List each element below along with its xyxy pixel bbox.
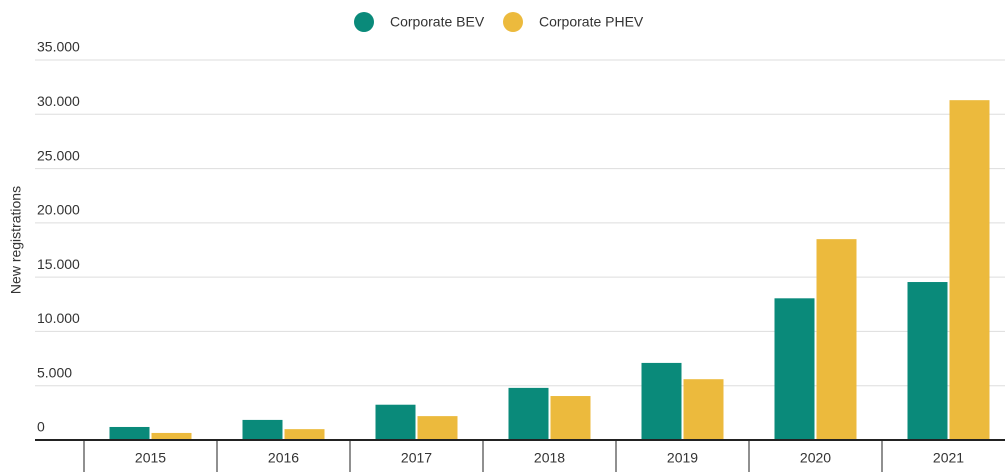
y-tick-label: 10.000: [37, 310, 80, 326]
x-tick-label: 2021: [933, 450, 964, 466]
bar: [907, 282, 948, 440]
bar: [774, 298, 815, 440]
legend-label: Corporate BEV: [390, 14, 485, 30]
y-tick-label: 20.000: [37, 202, 80, 218]
y-tick-label: 25.000: [37, 147, 80, 163]
bar: [375, 404, 416, 440]
bar: [949, 100, 990, 441]
legend-swatch: [354, 12, 374, 32]
bar: [641, 362, 682, 440]
y-tick-label: 0: [37, 419, 45, 435]
legend-label: Corporate PHEV: [539, 14, 644, 30]
y-tick-label: 35.000: [37, 39, 80, 55]
y-tick-label: 30.000: [37, 93, 80, 109]
bar: [816, 239, 857, 440]
y-tick-label: 15.000: [37, 256, 80, 272]
bar: [284, 429, 325, 440]
x-tick-label: 2016: [268, 450, 299, 466]
y-axis-label: New registrations: [8, 186, 24, 294]
legend-swatch: [503, 12, 523, 32]
bar: [508, 387, 549, 440]
x-tick-label: 2019: [667, 450, 698, 466]
x-tick-label: 2020: [800, 450, 831, 466]
bar: [109, 426, 150, 440]
bar: [683, 379, 724, 440]
x-tick-label: 2018: [534, 450, 565, 466]
bar: [151, 432, 192, 440]
bar: [417, 416, 458, 440]
bar: [550, 396, 591, 440]
y-tick-label: 5.000: [37, 364, 72, 380]
x-tick-label: 2017: [401, 450, 432, 466]
x-tick-label: 2015: [135, 450, 166, 466]
bar: [242, 419, 283, 440]
